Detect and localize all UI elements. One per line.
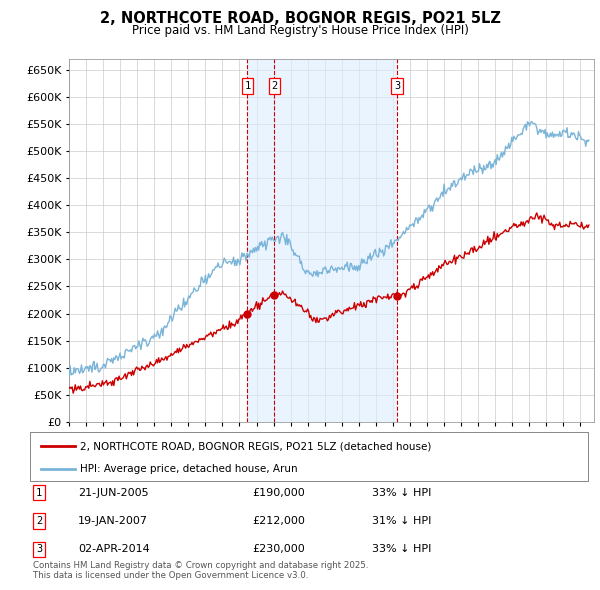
Text: 2, NORTHCOTE ROAD, BOGNOR REGIS, PO21 5LZ (detached house): 2, NORTHCOTE ROAD, BOGNOR REGIS, PO21 5L… (80, 441, 431, 451)
Text: 2: 2 (271, 81, 278, 91)
Text: 1: 1 (36, 488, 42, 497)
Text: 33% ↓ HPI: 33% ↓ HPI (372, 488, 431, 497)
Text: 3: 3 (36, 545, 42, 554)
Text: 3: 3 (394, 81, 400, 91)
Text: 1: 1 (244, 81, 251, 91)
Text: 31% ↓ HPI: 31% ↓ HPI (372, 516, 431, 526)
Text: 2, NORTHCOTE ROAD, BOGNOR REGIS, PO21 5LZ: 2, NORTHCOTE ROAD, BOGNOR REGIS, PO21 5L… (100, 11, 500, 25)
Text: Contains HM Land Registry data © Crown copyright and database right 2025.
This d: Contains HM Land Registry data © Crown c… (33, 560, 368, 580)
Text: 02-APR-2014: 02-APR-2014 (78, 545, 150, 554)
Text: 21-JUN-2005: 21-JUN-2005 (78, 488, 149, 497)
Text: 2: 2 (36, 516, 42, 526)
Text: £212,000: £212,000 (252, 516, 305, 526)
Text: £190,000: £190,000 (252, 488, 305, 497)
Text: Price paid vs. HM Land Registry's House Price Index (HPI): Price paid vs. HM Land Registry's House … (131, 24, 469, 37)
Bar (247, 59, 397, 422)
Text: £230,000: £230,000 (252, 545, 305, 554)
Text: HPI: Average price, detached house, Arun: HPI: Average price, detached house, Arun (80, 464, 298, 474)
Text: 33% ↓ HPI: 33% ↓ HPI (372, 545, 431, 554)
Text: 19-JAN-2007: 19-JAN-2007 (78, 516, 148, 526)
